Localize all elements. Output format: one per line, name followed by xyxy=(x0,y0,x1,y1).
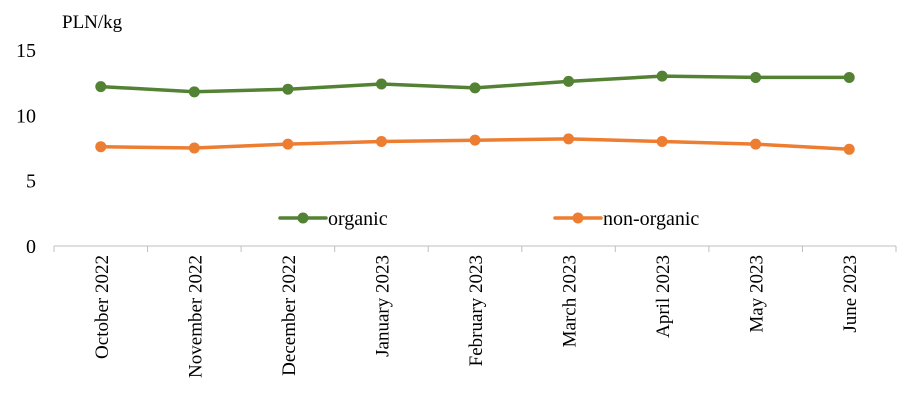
series-organic xyxy=(95,70,855,98)
y-tick-label: 5 xyxy=(26,171,36,193)
x-category-label: January 2023 xyxy=(372,255,393,357)
data-point xyxy=(469,134,481,146)
data-point xyxy=(563,133,575,145)
legend-item: non-organic xyxy=(553,208,699,230)
data-point xyxy=(282,138,294,150)
data-point xyxy=(656,135,668,147)
data-point xyxy=(750,71,762,83)
x-category-label: October 2022 xyxy=(92,255,113,359)
data-point xyxy=(188,86,200,98)
legend-label: organic xyxy=(328,208,388,230)
x-category-label: June 2023 xyxy=(840,255,861,333)
y-tick-label: 15 xyxy=(16,40,36,62)
data-point xyxy=(282,83,294,95)
legend-label: non-organic xyxy=(603,208,699,230)
y-axis-unit-label: PLN/kg xyxy=(62,12,123,33)
x-category-label: November 2022 xyxy=(185,255,206,378)
legend-swatch-marker xyxy=(572,212,584,224)
x-category-label: March 2023 xyxy=(560,255,581,347)
data-point xyxy=(375,78,387,90)
category-labels: October 2022 November 2022 December 2022 Ja… xyxy=(92,255,861,378)
series-layer xyxy=(95,70,855,155)
series-non-organic xyxy=(95,133,855,155)
x-category-label: February 2023 xyxy=(466,255,487,366)
legend-item: organic xyxy=(278,208,388,230)
y-tick-labels: 0 5 10 15 xyxy=(16,40,36,258)
data-point xyxy=(843,71,855,83)
y-tick-label: 10 xyxy=(16,105,36,127)
data-point xyxy=(750,138,762,150)
data-point xyxy=(563,75,575,87)
y-tick-label: 0 xyxy=(26,236,36,258)
x-category-label: December 2022 xyxy=(279,255,300,376)
data-point xyxy=(95,141,107,153)
data-point xyxy=(95,81,107,93)
data-point xyxy=(843,143,855,155)
data-point xyxy=(188,142,200,154)
data-point xyxy=(469,82,481,94)
x-category-label: May 2023 xyxy=(747,255,768,333)
data-point xyxy=(375,135,387,147)
x-tick-marks xyxy=(53,246,897,252)
legend-swatch-marker xyxy=(297,212,309,224)
data-point xyxy=(656,70,668,82)
legend: organic non-organic xyxy=(278,208,699,230)
x-category-label: April 2023 xyxy=(653,255,674,338)
